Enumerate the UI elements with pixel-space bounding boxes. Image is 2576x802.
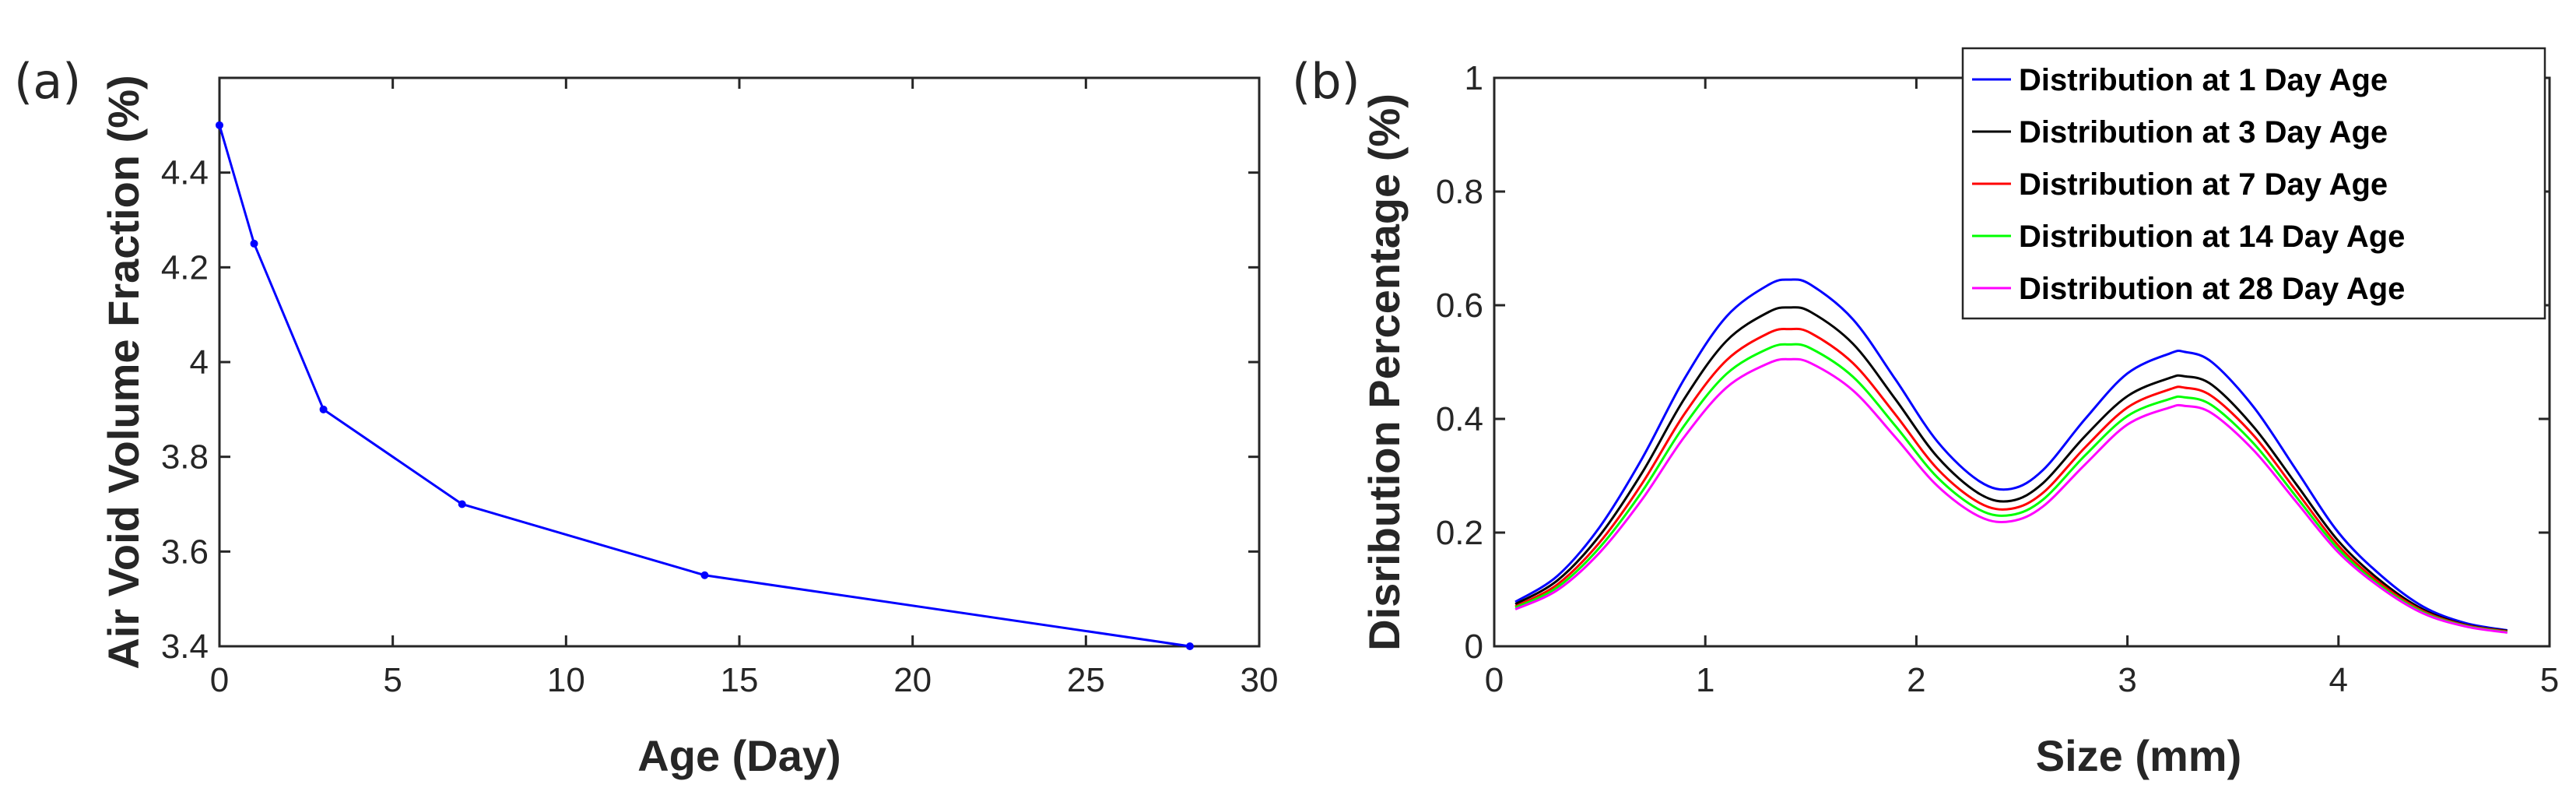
panel-b-x-tick-label: 3 (2118, 661, 2136, 699)
panel-a-x-tick-label: 10 (547, 661, 585, 699)
panel-a-y-tick-label: 4 (190, 343, 209, 382)
panel-a-y-tick-label: 4.2 (161, 248, 209, 287)
panel-b-series-line (1514, 306, 2508, 632)
panel-a-y-tick-label: 3.8 (161, 438, 209, 477)
panel-a-data-point (1185, 642, 1194, 650)
panel-b-series-line (1514, 278, 2508, 632)
panel-a-air-void-chart: (a) 0 5 10 15 20 25 30 3.4 3.6 3.8 4 4.2 4.4 Age (Da… (14, 53, 1278, 780)
panel-b-legend: Distribution at 1 Day Age Distribution at… (1961, 47, 2546, 320)
panel-a-axes-box (218, 76, 1261, 648)
panel-a-x-tick-label: 20 (893, 661, 932, 699)
panel-a-data-point (458, 500, 466, 508)
panel-b-legend-entry: Distribution at 7 Day Age (2019, 167, 2388, 202)
panel-b-series-line (1514, 343, 2508, 634)
panel-b-y-axis-label: Disribution Percentage (%) (1360, 93, 1409, 651)
panel-b-label: (b) (1292, 53, 1360, 110)
panel-a-series-line (218, 125, 1191, 648)
panel-a-y-tick-label: 3.6 (161, 533, 209, 571)
panel-a-data-point (250, 239, 258, 248)
panel-b-x-tick-label: 0 (1485, 661, 1504, 699)
panel-a-x-tick-label: 5 (383, 661, 402, 699)
panel-a-y-tick-label: 4.4 (161, 154, 209, 192)
panel-b-x-tick-label: 5 (2540, 661, 2559, 699)
panel-b-x-axis-label: Size (mm) (2036, 731, 2242, 780)
panel-b-series-line (1514, 357, 2508, 634)
panel-b-y-tick-label: 0 (1465, 628, 1483, 666)
panel-a-y-tick-label: 3.4 (161, 628, 209, 666)
panel-a-x-axis-label: Age (Day) (637, 731, 841, 780)
panel-a-data-point (216, 121, 223, 129)
panel-b-y-tick-label: 0.4 (1436, 400, 1483, 438)
panel-b-distribution-chart: (b) 0 1 2 3 4 5 0 0.2 0.4 0.6 0.8 1 Size (mm) Disri… (1292, 47, 2559, 780)
panel-b-x-tick-label: 4 (2329, 661, 2348, 699)
panel-b-x-tick-label: 2 (1907, 661, 1925, 699)
panel-a-y-axis-label: Air Void Volume Fraction (%) (99, 75, 148, 669)
panel-b-legend-box (1961, 47, 2546, 320)
panel-b-legend-entry: Distribution at 28 Day Age (2019, 272, 2405, 306)
panel-b-legend-entry: Distribution at 3 Day Age (2019, 115, 2388, 149)
panel-a-x-tick-label: 25 (1067, 661, 1105, 699)
panel-b-y-tick-label: 0.8 (1436, 173, 1483, 211)
panel-b-y-tick-label: 1 (1465, 59, 1483, 97)
panel-a-label: (a) (14, 53, 81, 110)
panel-a-data-point (319, 405, 328, 413)
panel-b-legend-entry: Distribution at 1 Day Age (2019, 63, 2388, 97)
panel-b-y-tick-label: 0.6 (1436, 287, 1483, 325)
panel-a-x-tick-label: 30 (1241, 661, 1279, 699)
panel-a-x-tick-label: 0 (210, 661, 229, 699)
panel-b-legend-entry: Distribution at 14 Day Age (2019, 220, 2405, 254)
panel-b-x-tick-label: 1 (1696, 661, 1714, 699)
panel-b-y-tick-label: 0.2 (1436, 514, 1483, 552)
panel-b-series-line (1514, 327, 2508, 633)
panel-a-x-tick-label: 15 (721, 661, 759, 699)
panel-a-data-point (700, 571, 709, 579)
